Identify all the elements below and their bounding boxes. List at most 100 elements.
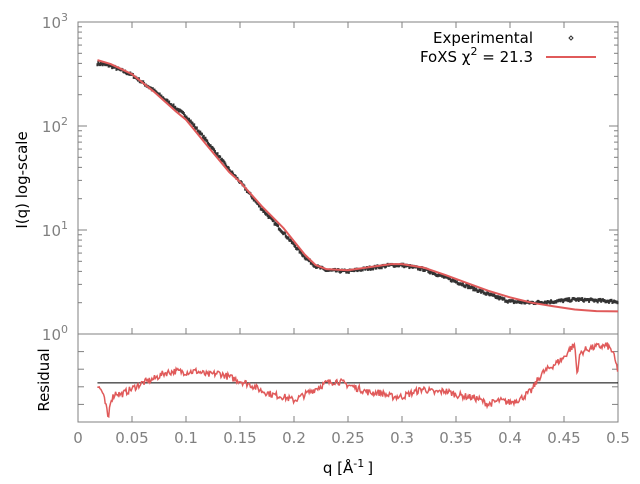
experimental-point [479,289,482,293]
experimental-point [166,98,169,102]
experimental-point [588,299,591,303]
experimental-point [171,105,174,109]
experimental-point [289,238,292,242]
residual-panel: 0 0.05 0.1 0.15 0.2 0.25 0.3 0.35 0.4 0.45 0.5 [73,333,630,447]
experimental-point [568,297,571,301]
experimental-point [378,266,381,270]
experimental-point [189,119,192,123]
legend-foxs-tail: = 21.3 [477,48,533,66]
y-tick-label: 102 [42,115,68,136]
experimental-point [204,136,207,140]
experimental-point [467,284,470,288]
experimental-point [347,270,350,274]
experimental-point [224,162,227,166]
experimental-point [497,295,500,299]
experimental-point [234,174,237,178]
experimental-point [191,121,194,125]
experimental-point [570,298,573,302]
experimental-point [231,170,234,174]
experimental-point [375,266,378,270]
experimental-point [261,208,264,212]
experimental-point [272,219,275,223]
experimental-point [182,112,185,116]
y-tick-base: 10 [42,222,61,240]
x-tick-label: 0.45 [547,429,580,447]
experimental-point [567,299,570,303]
experimental-point [610,298,613,302]
experimental-point [206,139,209,143]
experimental-point [225,164,228,168]
experimental-point [168,100,171,104]
y-axis-label-top: I(q) log-scale [13,131,31,228]
experimental-point [176,107,179,111]
experimental-point [172,103,175,107]
experimental-point [472,288,475,292]
y-tick-label: 100 [42,323,68,344]
experimental-point [576,297,579,301]
experimental-point [549,301,552,305]
experimental-point [227,166,230,170]
experimental-point [106,62,109,66]
experimental-point [599,297,602,301]
experimental-point [372,267,375,271]
x-tick-label: 0.2 [282,429,306,447]
experimental-point [97,60,100,64]
y-tick-base: 10 [42,118,61,136]
experimental-point [581,297,584,301]
experimental-point [142,80,145,84]
experimental-point [263,209,266,213]
experimental-point [448,276,451,280]
experimental-point [408,266,411,270]
experimental-point [361,268,364,272]
experimental-point [596,300,599,304]
experimental-point [582,299,585,303]
experimental-point [294,245,297,249]
experimental-point [367,267,370,271]
experimental-point [292,242,295,246]
y-tick-base: 10 [42,14,61,32]
experimental-point [380,266,383,270]
experimental-point [174,105,177,109]
foxs-fit-line [97,59,619,313]
experimental-point [158,92,161,96]
experimental-point [403,265,406,269]
experimental-point [481,289,484,293]
y-tick-label: 101 [42,219,68,240]
experimental-point [473,285,476,289]
legend-foxs-sup: 2 [470,45,477,58]
experimental-point [188,117,191,121]
experimental-point [287,236,290,240]
x-tick-label: 0.1 [174,429,198,447]
x-tick-label: 0.5 [606,429,630,447]
experimental-point [512,299,515,303]
experimental-point [195,126,198,130]
experimental-point [315,265,318,269]
experimental-point [311,262,314,266]
experimental-point [151,87,154,91]
experimental-point [232,172,235,176]
experimental-point [202,134,205,138]
experimental-point [216,152,219,156]
experimental-point [110,64,113,68]
experimental-point [209,144,212,148]
experimental-point [299,249,302,253]
experimental-point [419,268,422,272]
experimental-point [503,297,506,301]
y-tick-base: 10 [42,326,61,344]
residual-line [96,341,619,419]
experimental-point [471,285,474,289]
experimental-point [277,224,280,228]
y-tick-exp: 2 [61,115,68,128]
experimental-point [566,297,569,301]
x-tick-label: 0.15 [223,429,256,447]
legend: Experimental FoXS χ2 = 21.3 [420,29,596,66]
x-axis-label-main: q [Å [323,458,354,477]
x-tick-label: 0 [73,429,83,447]
y-tick-exp: 3 [61,11,68,24]
x-axis-label-tail: ] [367,459,373,477]
legend-marker-experimental [568,35,574,41]
experimental-point [223,160,226,164]
x-tick-label: 0.35 [439,429,472,447]
experimental-point [616,301,619,305]
